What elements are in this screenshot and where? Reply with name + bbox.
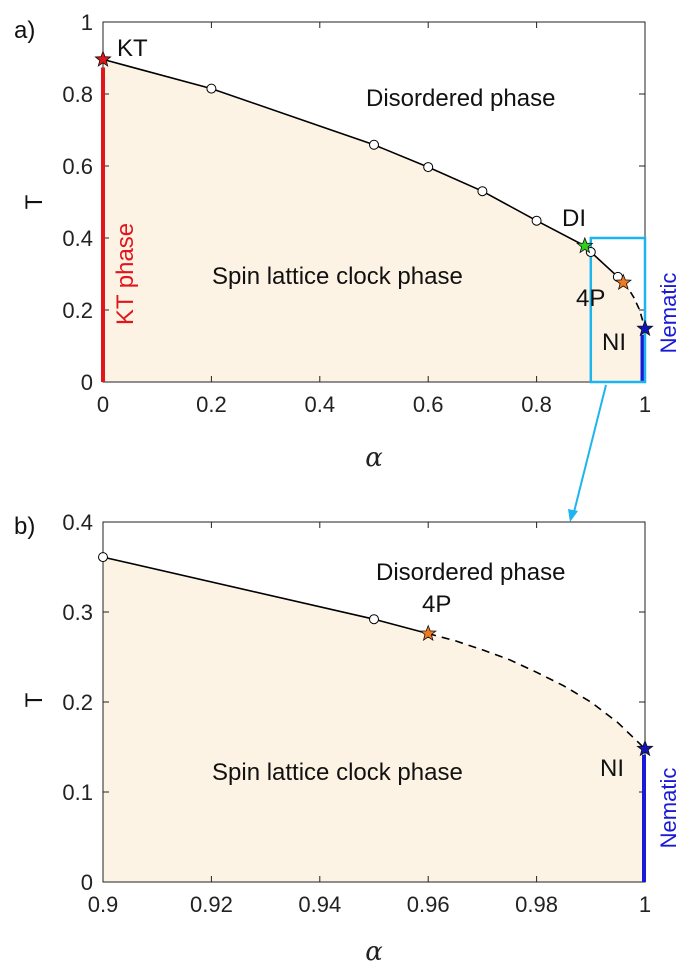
panel-b-special-points (419, 624, 654, 757)
x-tick-label: 0 (97, 392, 109, 417)
x-tick-label: 0.8 (521, 392, 552, 417)
panel-b-ordered-region-fill (103, 557, 645, 882)
x-tick-label: 1 (639, 892, 651, 917)
panel-b-ylabel: T (21, 692, 48, 707)
data-point (423, 162, 434, 173)
x-tick-label: 0.6 (413, 392, 444, 417)
y-tick-label: 0.4 (62, 510, 93, 535)
kt-phase-label: KT phase (112, 223, 139, 325)
y-tick-label: 0.2 (62, 298, 93, 323)
y-tick-label: 0.6 (62, 154, 93, 179)
y-tick-label: 0.4 (62, 226, 93, 251)
x-tick-label: 0.2 (196, 392, 227, 417)
panel-a-disordered-label: Disordered phase (366, 85, 555, 112)
y-tick-label: 0.3 (62, 600, 93, 625)
y-tick-label: 0 (81, 870, 93, 895)
panel-b-boundary-dashed (427, 632, 646, 750)
y-tick-label: 0.1 (62, 780, 93, 805)
panel-b-y-ticks: 0 0.1 0.2 0.3 0.4 (62, 510, 645, 895)
panel-a: a) 0 0.2 0.4 0.6 0.8 1 0 0.2 0.4 0.6 0.8 1 Disorde… (14, 10, 681, 522)
panel-b: b) 0.9 0.92 0.94 0.96 0.98 1 0 0.1 0.2 0.3 0.4 Di… (14, 510, 681, 967)
panel-a-ordered-region-fill (103, 59, 645, 383)
zoom-box (589, 236, 647, 384)
y-tick-label: 0 (81, 370, 93, 395)
data-point (369, 139, 379, 150)
x-tick-label: 0.98 (515, 892, 558, 917)
panel-b-data-points (98, 552, 379, 625)
panel-b-nematic-label: Nematic (656, 768, 681, 849)
data-point (98, 552, 108, 563)
star-ni (636, 739, 654, 757)
panel-b-x-ticks: 0.9 0.92 0.94 0.96 0.98 1 (88, 522, 651, 917)
x-tick-label: 0.96 (407, 892, 450, 917)
panel-b-ni-label: NI (600, 755, 624, 782)
panel-a-y-ticks: 0 0.2 0.4 0.6 0.8 1 (62, 10, 645, 395)
panel-b-disordered-label: Disordered phase (376, 559, 565, 586)
kt-point-label: KT (117, 35, 148, 62)
panel-a-clock-label: Spin lattice clock phase (212, 263, 463, 290)
star-di (576, 236, 594, 254)
zoom-arrow-head (568, 509, 578, 522)
panel-b-4p-label: 4P (422, 591, 451, 618)
panel-b-xlabel: α (365, 937, 383, 967)
star-4p (614, 273, 632, 291)
panel-a-special-points (94, 50, 654, 337)
data-point (477, 186, 488, 197)
star-kt (94, 50, 112, 67)
panel-b-label: b) (14, 513, 35, 540)
panel-a-boundary-solid (102, 58, 624, 284)
panel-a-x-ticks: 0 0.2 0.4 0.6 0.8 1 (97, 22, 651, 417)
panel-b-clock-label: Spin lattice clock phase (212, 759, 463, 786)
x-tick-label: 0.4 (305, 392, 336, 417)
panel-a-nematic-label: Nematic (656, 273, 681, 354)
data-point (531, 215, 542, 226)
x-tick-label: 0.94 (298, 892, 341, 917)
y-tick-label: 1 (81, 10, 93, 35)
panel-a-ylabel: T (21, 194, 48, 209)
panel-a-xlabel: α (365, 443, 383, 473)
y-tick-label: 0.2 (62, 690, 93, 715)
panel-a-4p-label: 4P (576, 285, 605, 312)
x-tick-label: 0.9 (88, 892, 119, 917)
star-4p (419, 624, 437, 642)
x-tick-label: 1 (639, 392, 651, 417)
x-tick-label: 0.92 (190, 892, 233, 917)
di-point-label: DI (562, 205, 586, 232)
y-tick-label: 0.8 (62, 82, 93, 107)
panel-a-ni-label: NI (602, 329, 626, 356)
panel-a-label: a) (14, 17, 35, 44)
data-point (369, 614, 379, 625)
zoom-arrow (572, 384, 607, 517)
data-point (206, 83, 217, 94)
star-ni (636, 319, 654, 337)
